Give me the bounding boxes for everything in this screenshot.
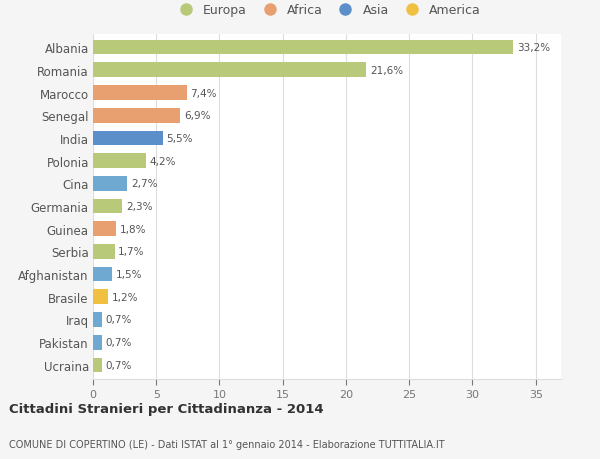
Bar xyxy=(93,290,108,304)
Bar xyxy=(93,267,112,282)
Text: 5,5%: 5,5% xyxy=(166,134,193,144)
Text: COMUNE DI COPERTINO (LE) - Dati ISTAT al 1° gennaio 2014 - Elaborazione TUTTITAL: COMUNE DI COPERTINO (LE) - Dati ISTAT al… xyxy=(9,439,445,449)
Text: 0,7%: 0,7% xyxy=(106,315,132,325)
Text: 1,2%: 1,2% xyxy=(112,292,139,302)
Bar xyxy=(93,131,163,146)
Bar xyxy=(93,177,127,191)
Bar xyxy=(93,313,102,327)
Text: 7,4%: 7,4% xyxy=(190,88,217,98)
Bar xyxy=(93,41,513,56)
Text: 1,5%: 1,5% xyxy=(116,269,142,280)
Bar xyxy=(93,358,102,372)
Bar xyxy=(93,245,115,259)
Text: 0,7%: 0,7% xyxy=(106,360,132,370)
Bar xyxy=(93,335,102,350)
Text: 6,9%: 6,9% xyxy=(184,111,211,121)
Text: 1,8%: 1,8% xyxy=(119,224,146,234)
Legend: Europa, Africa, Asia, America: Europa, Africa, Asia, America xyxy=(168,0,486,22)
Bar xyxy=(93,199,122,214)
Bar xyxy=(93,154,146,168)
Bar xyxy=(93,63,366,78)
Text: 0,7%: 0,7% xyxy=(106,337,132,347)
Text: 33,2%: 33,2% xyxy=(517,43,550,53)
Text: 2,3%: 2,3% xyxy=(126,202,152,212)
Bar xyxy=(93,109,180,123)
Bar xyxy=(93,222,116,236)
Text: 1,7%: 1,7% xyxy=(118,247,145,257)
Text: 2,7%: 2,7% xyxy=(131,179,157,189)
Text: 21,6%: 21,6% xyxy=(370,66,403,76)
Bar xyxy=(93,86,187,101)
Text: 4,2%: 4,2% xyxy=(150,156,176,166)
Text: Cittadini Stranieri per Cittadinanza - 2014: Cittadini Stranieri per Cittadinanza - 2… xyxy=(9,403,323,415)
